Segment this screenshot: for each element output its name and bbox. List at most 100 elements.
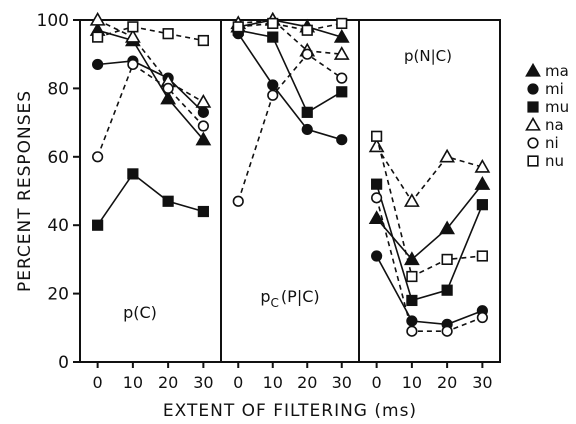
legend-label-na: na [545, 116, 564, 134]
point-mu-panel-2 [336, 86, 348, 98]
series-line-mi-panel-3 [375, 255, 483, 326]
panel-label-2: pC (P|C) [260, 287, 319, 310]
point-ni-panel-1 [127, 58, 139, 71]
point-mi-panel-1 [197, 106, 209, 118]
point-ni-panel-2 [336, 72, 348, 84]
point-ni-panel-1 [162, 82, 174, 94]
point-na-panel-1 [195, 93, 212, 108]
x-tick-label: 0 [93, 373, 103, 392]
legend-entry-mi: mi [527, 80, 564, 98]
x-tick-label: 20 [297, 373, 317, 392]
point-na-panel-1 [89, 11, 106, 26]
y-tick-label: 60 [47, 148, 69, 168]
point-nu-panel-2 [301, 24, 313, 36]
point-nu-panel-1 [127, 21, 139, 33]
x-tick-label: 10 [402, 373, 422, 392]
legend-entry-mu: mu [527, 98, 569, 116]
x-tick-label: 0 [372, 373, 382, 392]
point-mu-panel-1 [197, 205, 209, 218]
series-layer [89, 11, 491, 337]
point-ni-panel-1 [197, 120, 209, 132]
point-mi-panel-2 [301, 123, 313, 136]
point-ma-panel-3 [474, 176, 491, 190]
point-nu-panel-3 [476, 250, 488, 262]
point-mi-panel-2 [336, 134, 348, 146]
point-mi-panel-1 [92, 58, 104, 71]
legend-label-ni: ni [545, 134, 559, 152]
point-ni-panel-2 [301, 48, 313, 60]
point-mu-panel-1 [162, 195, 174, 207]
point-mu-panel-3 [406, 294, 418, 307]
panel-label-3: p(N|C) [404, 47, 452, 65]
point-nu-panel-2 [336, 17, 348, 30]
point-ni-panel-3 [371, 192, 383, 204]
panel-label-1: p(C) [123, 303, 157, 322]
legend-marker-mu [527, 101, 539, 113]
series-line-ma-panel-1 [97, 29, 205, 141]
point-ni-panel-2 [232, 195, 244, 207]
legend-marker-ni [527, 137, 539, 149]
x-tick-label: 10 [123, 373, 143, 392]
point-mi-panel-2 [267, 79, 279, 91]
point-ni-panel-2 [267, 89, 279, 101]
axes [73, 19, 501, 368]
y-axis-label: PERCENT RESPONSES [15, 90, 35, 292]
series-line-nu-panel-3 [375, 136, 483, 278]
point-na-panel-3 [403, 193, 420, 207]
x-tick-label: 0 [233, 373, 243, 392]
y-tick-label: 80 [47, 79, 69, 99]
series-line-ma-panel-3 [375, 183, 484, 261]
legend-marker-ma [525, 62, 541, 77]
x-tick-label: 10 [263, 373, 283, 392]
point-na-panel-2 [333, 46, 350, 60]
point-nu-panel-3 [406, 270, 418, 283]
series-line-ni-panel-3 [375, 197, 483, 332]
point-ni-panel-3 [406, 325, 418, 337]
point-ma-panel-3 [368, 210, 385, 225]
series-line-na-panel-2 [238, 19, 342, 55]
legend-entry-nu: nu [527, 152, 564, 170]
text-layer: 0 20 40 60 80 100 0 10 20 30 0 10 20 30 0 10 20 30 EXTENT … [15, 11, 493, 421]
point-nu-panel-1 [162, 28, 174, 40]
y-tick-label: 0 [58, 353, 69, 373]
point-nu-panel-1 [92, 31, 104, 43]
x-axis-label: EXTENT OF FILTERING (ms) [163, 401, 417, 421]
point-ma-panel-1 [160, 90, 177, 105]
panel-frame-3 [358, 19, 501, 363]
point-na-panel-3 [474, 158, 491, 173]
y-tick-label: 40 [47, 216, 69, 236]
series-line-mi-panel-1 [97, 60, 204, 113]
legend-label-ma: ma [545, 62, 569, 80]
legend-label-nu: nu [545, 152, 564, 170]
series-line-ni-panel-2 [237, 53, 343, 202]
series-line-ni-panel-1 [96, 63, 204, 158]
legend-label-mu: mu [545, 98, 569, 116]
series-line-nu-panel-1 [97, 25, 204, 42]
point-ni-panel-1 [92, 151, 104, 163]
point-mu-panel-3 [371, 178, 383, 190]
point-ni-panel-3 [476, 311, 488, 324]
point-mu-panel-3 [476, 199, 488, 211]
point-mu-panel-3 [441, 284, 453, 296]
point-na-panel-3 [439, 148, 456, 163]
point-mu-panel-1 [127, 168, 139, 180]
series-line-mu-panel-3 [375, 183, 484, 302]
legend-entry-ni: ni [527, 134, 559, 152]
point-mu-panel-1 [92, 219, 104, 231]
x-tick-label: 30 [472, 373, 492, 392]
series-line-mu-panel-2 [238, 29, 343, 114]
point-ma-panel-1 [195, 131, 212, 146]
y-tick-label: 100 [37, 11, 69, 31]
y-tick-label: 20 [47, 285, 69, 305]
series-line-mi-panel-2 [237, 33, 343, 141]
legend-marker-na [525, 116, 541, 131]
legend-entry-na: na [525, 116, 564, 134]
legend-label-mi: mi [545, 80, 564, 98]
point-nu-panel-1 [197, 34, 209, 47]
series-line-mu-panel-1 [96, 172, 204, 226]
x-tick-label: 30 [193, 373, 213, 392]
series-line-na-panel-1 [97, 19, 204, 103]
point-ma-panel-3 [439, 220, 456, 235]
